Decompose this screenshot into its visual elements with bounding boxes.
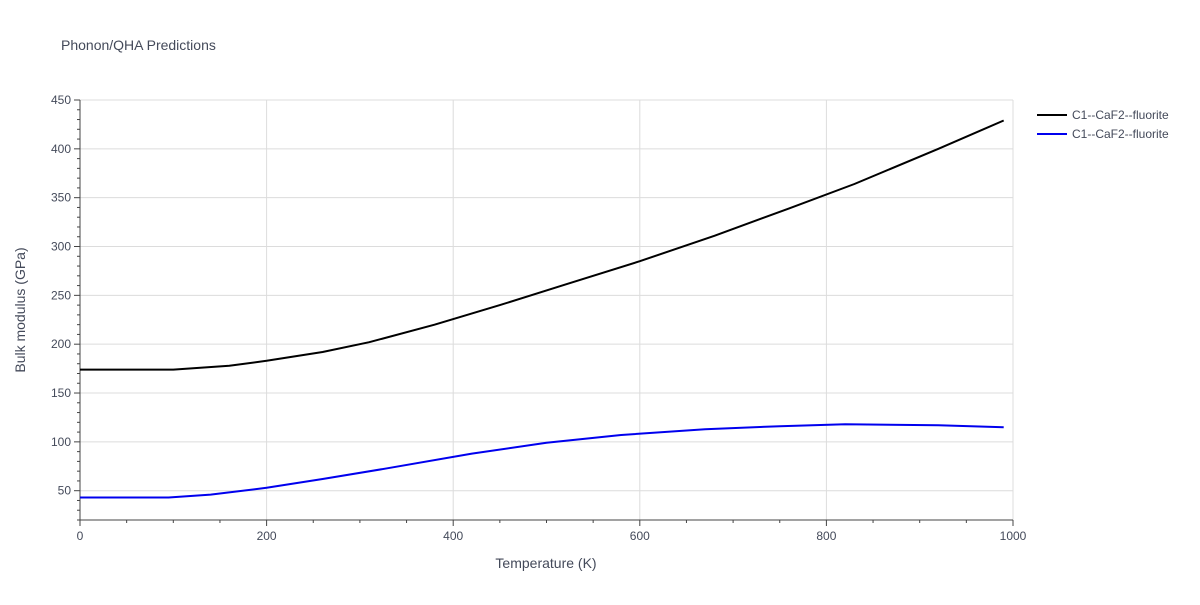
series-line-2 (80, 423, 1004, 499)
grid-lines (80, 99, 1014, 520)
series-lines (80, 119, 1005, 499)
y-tick-label: 200 (51, 337, 71, 351)
y-tick-label: 400 (51, 142, 71, 156)
x-tick-label: 200 (257, 529, 277, 543)
x-axis-label: Temperature (K) (495, 555, 596, 571)
y-axis-label: Bulk modulus (GPa) (12, 247, 28, 372)
x-tick-label: 0 (77, 529, 84, 543)
y-tick-label: 300 (51, 240, 71, 254)
y-tick-label: 150 (51, 386, 71, 400)
axes: 0 200 400 600 800 1000 50 100 150 200 250 300 350 400… (51, 93, 1027, 543)
legend-label: C1--CaF2--fluorite (1072, 127, 1169, 141)
x-tick-label: 1000 (1000, 529, 1027, 543)
legend-label: C1--CaF2--fluorite (1072, 108, 1169, 122)
y-tick-label: 50 (58, 484, 72, 498)
legend-item-2[interactable]: C1--CaF2--fluorite (1037, 127, 1169, 141)
series-line-1 (80, 119, 1005, 371)
legend[interactable]: C1--CaF2--fluorite C1--CaF2--fluorite (1037, 108, 1169, 141)
legend-item-1[interactable]: C1--CaF2--fluorite (1037, 108, 1169, 122)
chart-title: Phonon/QHA Predictions (61, 37, 216, 53)
x-tick-label: 600 (630, 529, 650, 543)
y-tick-label: 350 (51, 191, 71, 205)
y-tick-label: 450 (51, 93, 71, 107)
y-tick-label: 250 (51, 288, 71, 302)
y-tick-label: 100 (51, 435, 71, 449)
x-tick-label: 400 (443, 529, 463, 543)
x-tick-label: 800 (816, 529, 836, 543)
